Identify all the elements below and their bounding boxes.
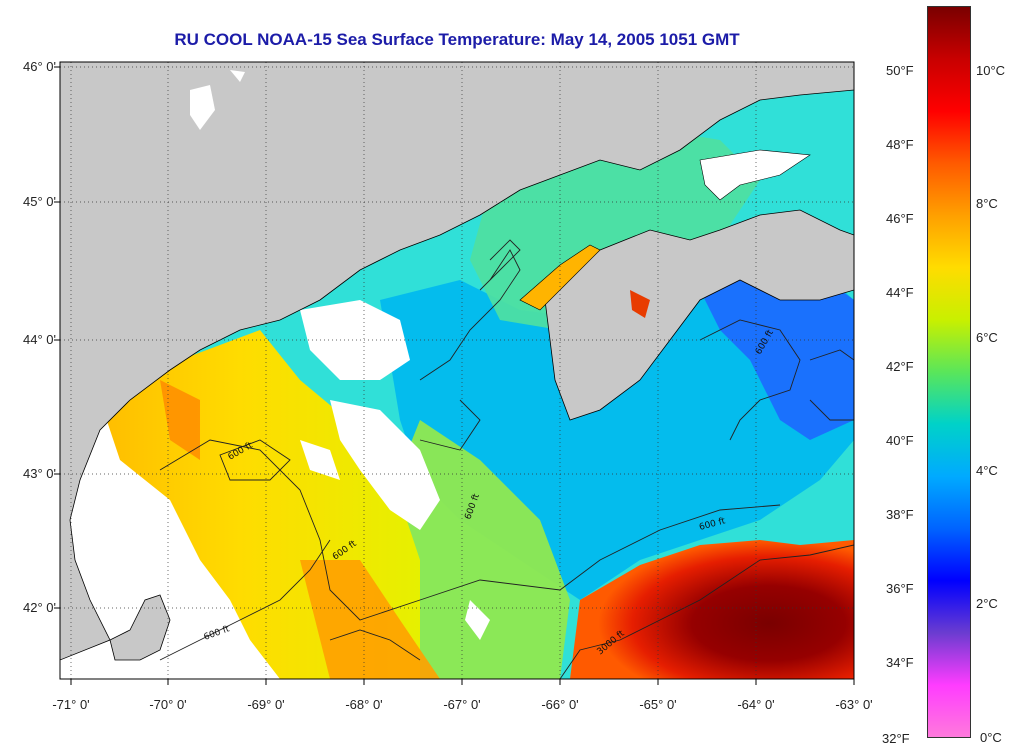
colorbar-f-label: 40°F — [886, 433, 914, 448]
cloud-patch-1 — [300, 300, 410, 380]
lon-label: -65° 0' — [639, 697, 677, 712]
lon-label: -66° 0' — [541, 697, 579, 712]
lon-label: -68° 0' — [345, 697, 383, 712]
lat-label: 42° 0' — [23, 600, 56, 615]
land-mainland — [60, 62, 854, 661]
lon-label: -64° 0' — [737, 697, 775, 712]
lat-label: 43° 0' — [23, 466, 56, 481]
temperature-colorbar — [927, 6, 971, 738]
colorbar-f-label: 46°F — [886, 211, 914, 226]
minas-basin — [699, 149, 811, 201]
land-nova-scotia — [544, 209, 854, 421]
lon-label: -69° 0' — [247, 697, 285, 712]
colorbar-c-label: 8°C — [976, 196, 998, 211]
lake-1 — [190, 85, 215, 130]
colorbar-f-label: 48°F — [886, 137, 914, 152]
graticule — [60, 62, 854, 679]
cloud-patch-3 — [300, 440, 340, 480]
water-orange-patch — [300, 560, 440, 679]
lon-label: -63° 0' — [835, 697, 873, 712]
map-frame — [59, 61, 855, 680]
colorbar-c-label: 0°C — [980, 730, 1002, 745]
lon-label: -71° 0' — [52, 697, 90, 712]
map-title: RU COOL NOAA-15 Sea Surface Temperature:… — [174, 30, 740, 49]
colorbar-f-label: 50°F — [886, 63, 914, 78]
land-digby-neck — [519, 244, 601, 311]
lat-label: 44° 0' — [23, 332, 56, 347]
cloud-west — [60, 380, 280, 679]
colorbar-c-label: 6°C — [976, 330, 998, 345]
colorbar-f-label: 38°F — [886, 507, 914, 522]
lake-2 — [230, 70, 245, 82]
lat-label: 45° 0' — [23, 194, 56, 209]
colorbar-f-label: 34°F — [886, 655, 914, 670]
lon-label: -67° 0' — [443, 697, 481, 712]
lon-label: -70° 0' — [149, 697, 187, 712]
colorbar-c-label: 2°C — [976, 596, 998, 611]
land-cape-cod — [109, 594, 171, 661]
axis-ticks — [54, 66, 855, 685]
water-gulf-stream — [570, 540, 854, 679]
colorbar-f-label: 32°F — [882, 731, 910, 746]
colorbar-c-label: 4°C — [976, 463, 998, 478]
colorbar-c-label: 10°C — [976, 63, 1006, 78]
colorbar-f-label: 36°F — [886, 581, 914, 596]
cloud-patch-2 — [330, 400, 440, 530]
land-warm-lake — [630, 290, 650, 318]
isobath-lines — [159, 239, 854, 679]
water-warm-coast — [160, 380, 200, 460]
map-plot-area: 600 ft 600 ft 600 ft 600 ft 600 ft 600 f… — [60, 62, 854, 679]
lat-label: 46° 0' — [23, 59, 56, 74]
colorbar-f-label: 44°F — [886, 285, 914, 300]
colorbar-f-label: 42°F — [886, 359, 914, 374]
cloud-patch-4 — [465, 600, 490, 640]
